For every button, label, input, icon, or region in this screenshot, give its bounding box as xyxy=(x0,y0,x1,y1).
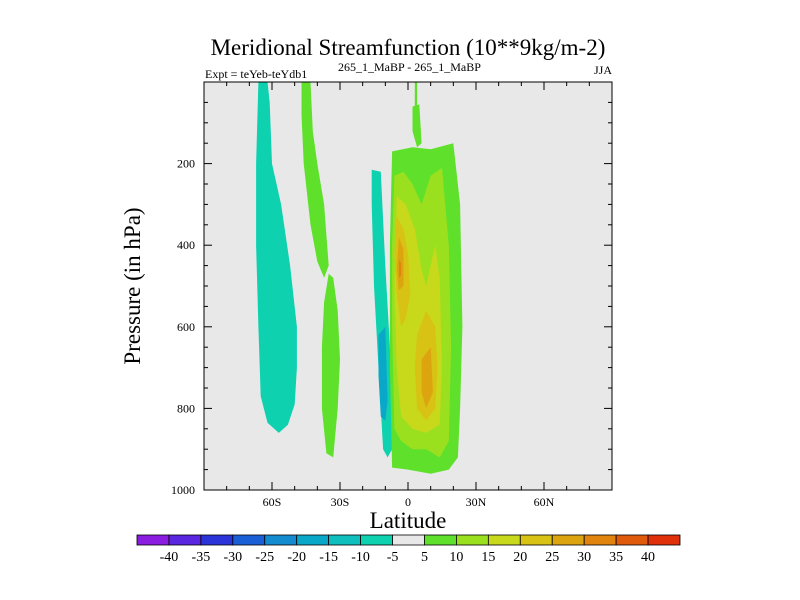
y-axis-label: Pressure (in hPa) xyxy=(120,207,145,364)
colorbar-label: 20 xyxy=(513,550,527,565)
colorbar-label: 35 xyxy=(609,550,623,565)
y-tick-label: 600 xyxy=(177,320,195,334)
colorbar-label: -20 xyxy=(287,550,306,565)
x-tick-label: 30N xyxy=(466,495,487,509)
colorbar-label: -10 xyxy=(351,550,370,565)
colorbar-swatch xyxy=(200,534,234,546)
y-tick-label: 200 xyxy=(177,157,195,171)
experiment-label: Expt = teYeb-teYdb1 xyxy=(205,67,307,81)
colorbar-label: 40 xyxy=(641,550,655,565)
colorbar-label: 15 xyxy=(481,550,495,565)
colorbar-swatch xyxy=(392,534,425,546)
colorbar-swatch xyxy=(424,534,457,546)
experiment-superscript: 265_1_MaBP - 265_1_MaBP xyxy=(338,60,481,74)
contour-region-2 xyxy=(378,326,388,421)
colorbar-swatch xyxy=(519,534,553,546)
colorbar-swatch xyxy=(296,534,330,546)
colorbar-label: -40 xyxy=(160,550,179,565)
contour-region-13 xyxy=(421,347,433,409)
y-tick-label: 800 xyxy=(177,401,195,415)
colorbar-swatch xyxy=(583,534,617,546)
colorbar-label: 5 xyxy=(421,550,428,565)
colorbar-label: -25 xyxy=(255,550,274,565)
plot-area: 200 400 600 800 1000 60S 30S 0 30N 60N xyxy=(171,81,613,509)
y-tick-labels: 200 400 600 800 1000 xyxy=(171,157,195,497)
colorbar-label: -35 xyxy=(192,550,211,565)
x-tick-label: 0 xyxy=(405,495,411,509)
contour-region-0 xyxy=(256,82,297,433)
contour-region-3 xyxy=(301,82,329,278)
contour-region-5 xyxy=(414,82,418,111)
colorbar-swatch xyxy=(647,534,681,546)
colorbar-label: 25 xyxy=(545,550,559,565)
contour-region-4 xyxy=(321,273,340,458)
colorbar-swatch xyxy=(328,534,361,546)
y-tick-label: 400 xyxy=(177,238,195,252)
contour-region-6 xyxy=(412,104,422,148)
contour-regions xyxy=(256,82,463,474)
colorbar-swatch xyxy=(232,534,266,546)
x-tick-label: 30S xyxy=(331,495,350,509)
x-tick-label: 60N xyxy=(534,495,555,509)
axis-ticks xyxy=(204,82,612,490)
colorbar-labels: -40 -35 -30 -25 -20 -15 -10 -5 5 10 15 20 25 30 35 40 xyxy=(160,550,655,565)
y-tick-label: 1000 xyxy=(171,483,195,497)
season-label: JJA xyxy=(594,63,612,77)
x-tick-labels: 60S 30S 0 30N 60N xyxy=(263,495,555,509)
colorbar xyxy=(136,534,681,546)
colorbar-label: 10 xyxy=(449,550,463,565)
x-tick-label: 60S xyxy=(263,495,282,509)
contour-region-14 xyxy=(398,259,402,278)
colorbar-label: -5 xyxy=(387,550,399,565)
colorbar-label: -15 xyxy=(319,550,338,565)
colorbar-swatch xyxy=(168,534,202,546)
colorbar-swatch xyxy=(136,534,170,546)
colorbar-swatch xyxy=(264,534,298,546)
colorbar-swatch xyxy=(360,534,393,546)
x-axis-label: Latitude xyxy=(370,508,447,533)
chart-title: Meridional Streamfunction (10**9kg/m-2) xyxy=(211,35,606,60)
colorbar-swatch xyxy=(615,534,649,546)
colorbar-swatch xyxy=(551,534,585,546)
colorbar-label: 30 xyxy=(577,550,591,565)
colorbar-swatch xyxy=(487,534,521,546)
colorbar-label: -30 xyxy=(223,550,242,565)
colorbar-swatch xyxy=(456,534,489,546)
